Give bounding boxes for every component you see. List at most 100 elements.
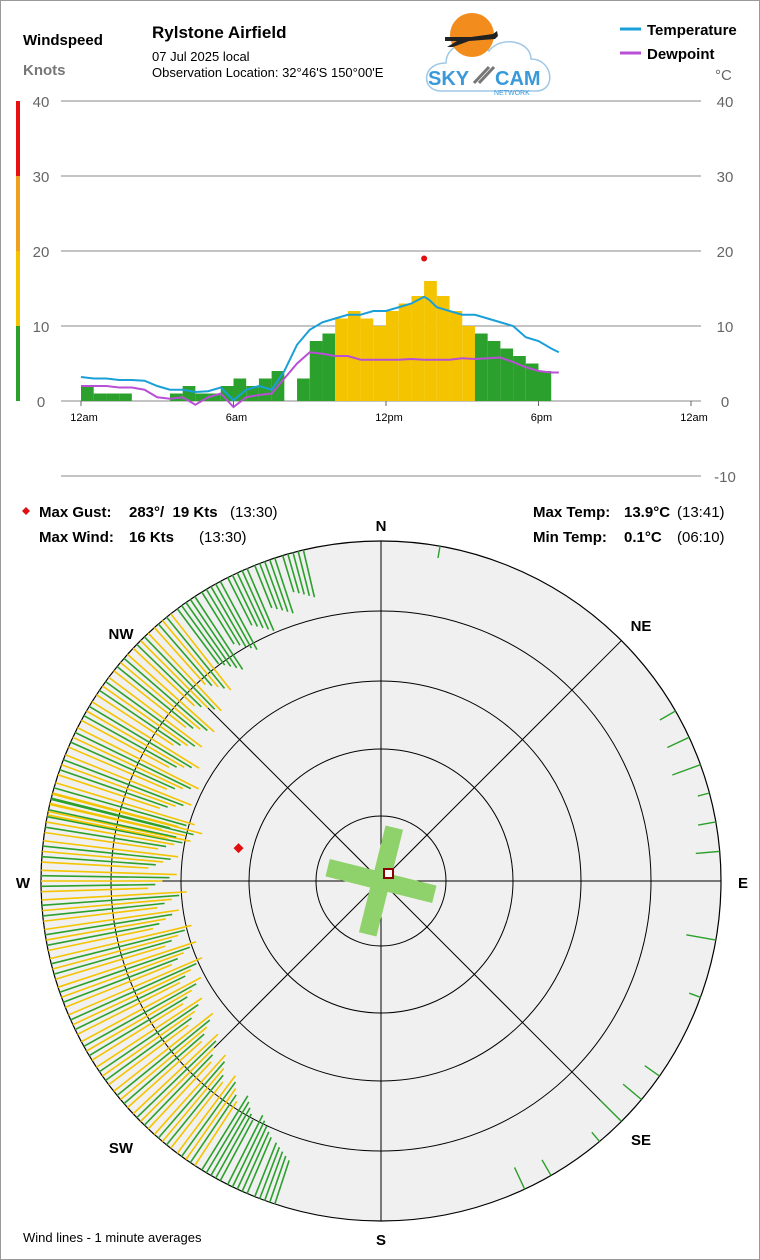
series-line-dewpoint — [81, 351, 559, 409]
wind-line — [201, 591, 235, 645]
wind-line — [63, 957, 179, 1004]
max-temp-time: (13:41) — [677, 504, 725, 521]
wind-bar — [398, 303, 412, 401]
wind-line — [513, 1167, 526, 1190]
wind-line — [644, 1065, 660, 1077]
min-temp-value: 0.1°C — [624, 529, 662, 546]
wind-line — [51, 797, 171, 829]
wind-bar — [309, 341, 323, 401]
wind-line — [302, 549, 316, 598]
wind-bar — [335, 318, 348, 401]
wind-line — [672, 764, 701, 776]
wind-line — [688, 992, 701, 998]
runway-marker — [325, 825, 437, 937]
wind-line — [185, 1088, 237, 1160]
stats-panel: Max Gust: 283°/ 19 Kts (13:30) Max Wind:… — [22, 504, 725, 546]
wind-line — [226, 577, 253, 626]
wind-line — [83, 714, 177, 768]
wind-line — [120, 1026, 208, 1101]
wind-bar — [462, 326, 475, 401]
wind-line — [136, 643, 202, 708]
wind-bar — [538, 371, 552, 401]
site-name: Rylstone Airfield — [152, 23, 286, 42]
chart-label: Windspeed — [23, 32, 103, 49]
wind-line — [132, 647, 196, 707]
temperature-lines — [80, 255, 560, 409]
left-tick-label: 10 — [33, 319, 50, 336]
wind-line — [287, 553, 300, 594]
wind-line — [253, 1142, 278, 1197]
wind-line — [136, 1040, 217, 1119]
wind-bar — [513, 356, 526, 401]
wind-line — [686, 934, 716, 941]
wind-line — [157, 623, 213, 687]
wind-line — [161, 620, 219, 688]
wind-line — [41, 883, 156, 888]
wind-line — [57, 941, 197, 988]
wind-line — [667, 736, 690, 749]
wind-line — [241, 1131, 270, 1192]
right-axis-units: °C — [715, 67, 732, 84]
left-tick-label: 20 — [33, 244, 50, 261]
wind-line — [201, 1095, 249, 1171]
severity-segment — [16, 326, 20, 401]
wind-bar — [449, 311, 463, 401]
wind-bar — [474, 333, 488, 401]
wind-bar — [386, 311, 399, 401]
wind-line — [50, 798, 194, 836]
wind-line — [70, 962, 197, 1021]
wind-line — [120, 661, 201, 730]
wind-severity-bar — [16, 101, 20, 401]
wind-line — [231, 1120, 266, 1188]
x-tick-label: 6am — [226, 412, 247, 424]
wind-line — [599, 1099, 622, 1122]
wind-line — [194, 596, 244, 670]
date-line: 07 Jul 2025 local — [152, 49, 250, 64]
wind-line — [86, 710, 185, 769]
right-tick-label: 20 — [717, 244, 734, 261]
wind-line — [695, 850, 720, 855]
wind-bar — [106, 393, 120, 401]
right-tick-label: 0 — [721, 394, 729, 411]
compass-label-ne: NE — [631, 618, 652, 635]
compass-label-sw: SW — [109, 1140, 134, 1157]
wind-line — [297, 551, 311, 596]
wind-line — [49, 924, 192, 960]
wind-line — [80, 719, 170, 769]
legend-label-temperature: Temperature — [647, 22, 737, 39]
wind-line — [697, 792, 710, 797]
wind-line — [99, 1004, 199, 1073]
wind-line — [88, 705, 193, 769]
severity-segment — [16, 176, 20, 251]
left-tick-label: 40 — [33, 94, 50, 111]
wind-line — [185, 602, 232, 667]
x-tick-label: 12am — [680, 412, 708, 424]
logo-text-left: SKY — [428, 68, 470, 90]
wind-line — [263, 561, 284, 611]
right-tick-label: 40 — [717, 94, 734, 111]
wind-bar — [487, 341, 501, 401]
wind-line — [43, 839, 179, 858]
compass-label-n: N — [376, 518, 387, 535]
legend: Temperature Dewpoint — [620, 22, 737, 63]
max-gust-label: Max Gust: — [39, 504, 112, 521]
wind-line — [42, 898, 172, 912]
wind-line — [205, 1101, 250, 1174]
wind-line — [659, 710, 676, 721]
wind-bar — [424, 281, 437, 401]
wind-line — [65, 963, 173, 1009]
wind-line — [41, 861, 149, 869]
wind-bar — [208, 393, 221, 401]
wind-line — [46, 821, 175, 846]
wind-line — [147, 1061, 212, 1130]
wind-line — [147, 632, 222, 712]
wind-line — [46, 918, 166, 941]
wind-line — [189, 599, 238, 669]
compass-label-s: S — [376, 1232, 386, 1249]
wind-bar — [347, 311, 361, 401]
wind-line — [214, 583, 253, 649]
max-gust-time: (13:30) — [230, 504, 278, 521]
right-tick-label: 30 — [717, 169, 734, 186]
